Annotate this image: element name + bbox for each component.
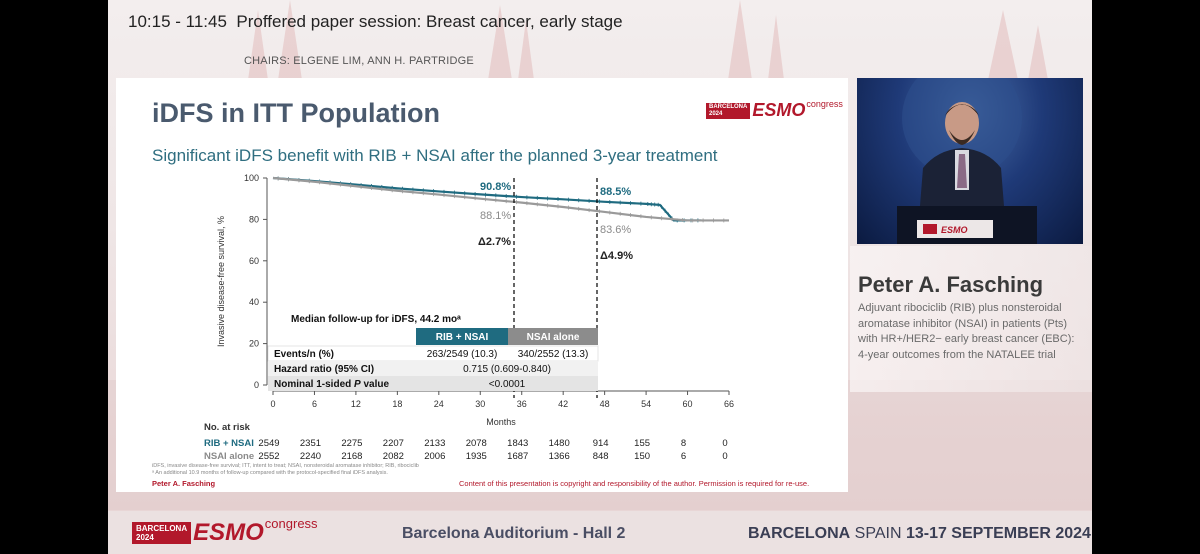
series-line-nsai <box>272 176 729 222</box>
slide-author: Peter A. Fasching <box>152 479 216 488</box>
at-risk-value: 0 <box>722 451 727 462</box>
at-risk-label-rib: RIB + NSAI <box>204 438 254 449</box>
row-events-nsai: 340/2552 (13.3) <box>518 349 589 360</box>
slide-title: iDFS in ITT Population <box>152 98 440 128</box>
podium-logo: ESMO <box>941 225 968 235</box>
row-hr-value: 0.715 (0.609-0.840) <box>463 364 551 375</box>
km-chart: 0 6 12 18 24 30 36 42 48 54 60 66020406080100Months… <box>204 173 734 462</box>
rib-48-label: 88.5% <box>600 186 631 198</box>
x-tick-label: 48 <box>600 399 610 409</box>
nsai-36-label: 88.1% <box>480 210 511 222</box>
at-risk-value: 848 <box>593 451 609 462</box>
x-tick-label: 0 <box>270 399 275 409</box>
at-risk-value: 6 <box>681 451 686 462</box>
speaker-figure: ESMO <box>897 78 1037 244</box>
row-p-label: Nominal 1-sided P value <box>274 379 389 390</box>
at-risk-label-nsai: NSAI alone <box>204 451 254 462</box>
x-tick-label: 42 <box>558 399 568 409</box>
at-risk-value: 150 <box>634 451 650 462</box>
x-tick-label: 54 <box>641 399 651 409</box>
at-risk-value: 1935 <box>466 451 487 462</box>
y-tick-label: 0 <box>254 380 259 390</box>
speaker-name: Peter A. Fasching <box>858 272 1044 297</box>
summary-table: Median follow-up for iDFS, 44.2 moᵃ RIB … <box>267 314 599 391</box>
speaker-talk-title: Adjuvant ribociclib (RIB) plus nonsteroi… <box>858 302 1075 361</box>
slide-copyright: Content of this presentation is copyrigh… <box>459 479 810 488</box>
y-tick-label: 40 <box>249 297 259 307</box>
venue-label: Barcelona Auditorium - Hall 2 <box>402 525 626 542</box>
presentation-slide: iDFS in ITT Population Significant iDFS … <box>116 78 848 492</box>
x-tick-label: 30 <box>475 399 485 409</box>
at-risk-value: 2168 <box>341 451 362 462</box>
at-risk-value: 1366 <box>549 451 570 462</box>
slide-footnote: iDFS, invasive disease-free survival; IT… <box>152 463 419 476</box>
x-tick-label: 12 <box>351 399 361 409</box>
at-risk-value: 2552 <box>258 451 279 462</box>
row-p-value: <0.0001 <box>489 379 526 390</box>
logo-city-box: BARCELONA 2024 <box>706 102 751 119</box>
row-hr-label: Hazard ratio (95% CI) <box>274 364 374 375</box>
at-risk-table: No. at risk RIB + NSAI NSAI alone 2549 23… <box>204 422 728 462</box>
x-tick-label: 24 <box>434 399 444 409</box>
at-risk-title: No. at risk <box>204 422 251 433</box>
speaker-card: Peter A. Fasching Adjuvant ribociclib (R… <box>850 246 1092 392</box>
y-tick-label: 60 <box>249 256 259 266</box>
series-line-rib <box>272 176 702 222</box>
x-tick-label: 6 <box>312 399 317 409</box>
at-risk-value: 2207 <box>383 438 404 449</box>
at-risk-value: 1843 <box>507 438 528 449</box>
esmo-logo-footer: BARCELONA 2024 ESMO congress <box>132 516 318 547</box>
at-risk-value: 8 <box>681 438 686 449</box>
x-tick-label: 18 <box>392 399 402 409</box>
col-header-nsai: NSAI alone <box>527 332 580 343</box>
row-events-rib: 263/2549 (10.3) <box>427 349 498 360</box>
at-risk-value: 2275 <box>341 438 362 449</box>
at-risk-value: 0 <box>722 438 727 449</box>
rib-36-label: 90.8% <box>480 181 511 193</box>
slide-subtitle: Significant iDFS benefit with RIB + NSAI… <box>152 146 718 165</box>
at-risk-value: 2133 <box>424 438 445 449</box>
row-events-label: Events/n (%) <box>274 349 334 360</box>
delta-48-label: Δ4.9% <box>600 250 633 262</box>
x-axis-label: Months <box>486 417 516 427</box>
at-risk-value: 2006 <box>424 451 445 462</box>
at-risk-value: 2351 <box>300 438 321 449</box>
y-axis-label: Invasive disease-free survival, % <box>216 216 226 347</box>
esmo-logo-slide: BARCELONA 2024 ESMO congress <box>706 99 843 121</box>
y-tick-label: 20 <box>249 339 259 349</box>
x-tick-label: 36 <box>517 399 527 409</box>
bottom-bar: BARCELONA 2024 ESMO congress Barcelona Au… <box>108 511 1092 554</box>
at-risk-value: 2549 <box>258 438 279 449</box>
at-risk-value: 2240 <box>300 451 321 462</box>
session-title: 10:15 - 11:45 Proffered paper session: B… <box>128 12 623 31</box>
session-chairs: CHAIRS: ELGENE LIM, ANN H. PARTRIDGE <box>244 55 474 67</box>
at-risk-value: 2078 <box>466 438 487 449</box>
at-risk-value: 1480 <box>549 438 570 449</box>
delta-36-label: Δ2.7% <box>478 236 511 248</box>
at-risk-value: 155 <box>634 438 650 449</box>
broadcast-frame: 10:15 - 11:45 Proffered paper session: B… <box>108 0 1092 554</box>
y-tick-label: 80 <box>249 214 259 224</box>
at-risk-value: 1687 <box>507 451 528 462</box>
x-tick-label: 66 <box>724 399 734 409</box>
x-tick-label: 60 <box>683 399 693 409</box>
city-dates: BARCELONA SPAIN 13-17 SEPTEMBER 2024 <box>748 525 1091 542</box>
nsai-48-label: 83.6% <box>600 224 631 236</box>
summary-table-title: Median follow-up for iDFS, 44.2 moᵃ <box>291 314 461 325</box>
col-header-rib: RIB + NSAI <box>436 332 489 343</box>
at-risk-value: 2082 <box>383 451 404 462</box>
speaker-video-feed: ESMO <box>857 78 1083 244</box>
at-risk-value: 914 <box>593 438 609 449</box>
y-tick-label: 100 <box>244 173 259 183</box>
